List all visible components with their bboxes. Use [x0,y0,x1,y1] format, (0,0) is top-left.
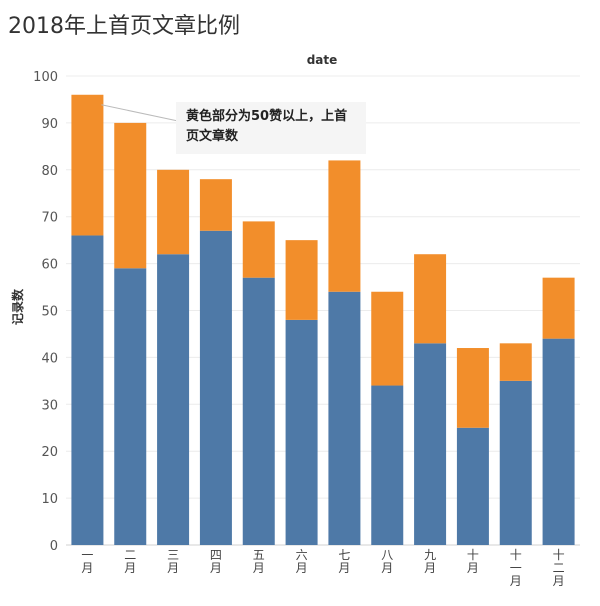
y-tick-layer: 0 10 20 30 40 50 60 70 80 90 100 [33,70,58,554]
category-label-layer: 一月 二月 三月 四月 五月 六月 七月 八月 九月 十月 十一月 十二月 [81,548,564,588]
y-tick-label: 0 [50,539,58,554]
bar-segment-upper [328,160,361,292]
y-tick-label: 80 [41,164,58,179]
x-category-label: 十月 [467,548,479,575]
y-tick-label: 70 [41,211,58,226]
bar-segment-upper [114,122,147,269]
y-tick-label: 20 [41,445,58,460]
y-axis-title: 记录数 [10,288,25,325]
x-category-label: 七月 [338,548,350,575]
bar-segment-upper [371,291,404,386]
y-tick-label: 30 [41,398,58,413]
x-category-label: 十二月 [553,548,565,588]
bar-segment-lower [499,380,532,545]
bar-segment-lower [199,230,232,545]
bar-segment-upper [414,254,447,344]
bar-segment-lower [285,319,318,545]
x-category-label: 四月 [210,548,222,575]
y-tick-label: 60 [41,258,58,273]
column-header-label: date [307,53,338,67]
y-tick-label: 50 [41,305,58,320]
y-tick-label: 10 [41,492,58,507]
bar-segment-lower [371,385,404,545]
x-category-label: 三月 [167,548,179,575]
grid-layer [66,75,580,546]
bar-segment-lower [542,338,575,545]
y-tick-label: 90 [41,117,58,132]
bar-segment-upper [499,343,532,381]
x-category-label: 五月 [253,548,265,575]
bar-segment-upper [71,94,104,236]
bar-segment-lower [242,277,275,545]
bar-segment-lower [157,254,190,545]
bar-segment-upper [285,240,318,320]
bar-segment-upper [157,169,190,255]
page-title: 2018年上首页文章比例 [8,14,240,39]
annotation-callout: 黄色部分为50赞以上，上首 页文章数 [176,102,366,154]
y-tick-label: 100 [33,70,58,85]
x-category-label: 九月 [424,548,436,575]
x-category-label: 一月 [81,548,93,575]
bar-segment-lower [114,268,147,545]
x-category-label: 八月 [381,548,393,575]
annotation-line-1: 黄色部分为50赞以上，上首 [186,109,348,124]
annotation-leader-line [101,104,179,122]
annotation-line-2: 页文章数 [186,129,239,144]
bar-segment-lower [456,427,489,545]
x-category-label: 六月 [296,548,308,575]
y-tick-label: 40 [41,351,58,366]
x-category-label: 二月 [124,548,136,575]
bar-segment-lower [71,235,104,545]
bar-segment-lower [328,291,361,545]
x-category-label: 十一月 [510,548,522,588]
bar-segment-upper [542,277,575,339]
bar-layer [71,94,575,545]
bar-segment-upper [456,348,489,428]
bar-segment-lower [414,343,447,545]
bar-segment-upper [199,179,232,231]
bar-segment-upper [242,221,275,278]
